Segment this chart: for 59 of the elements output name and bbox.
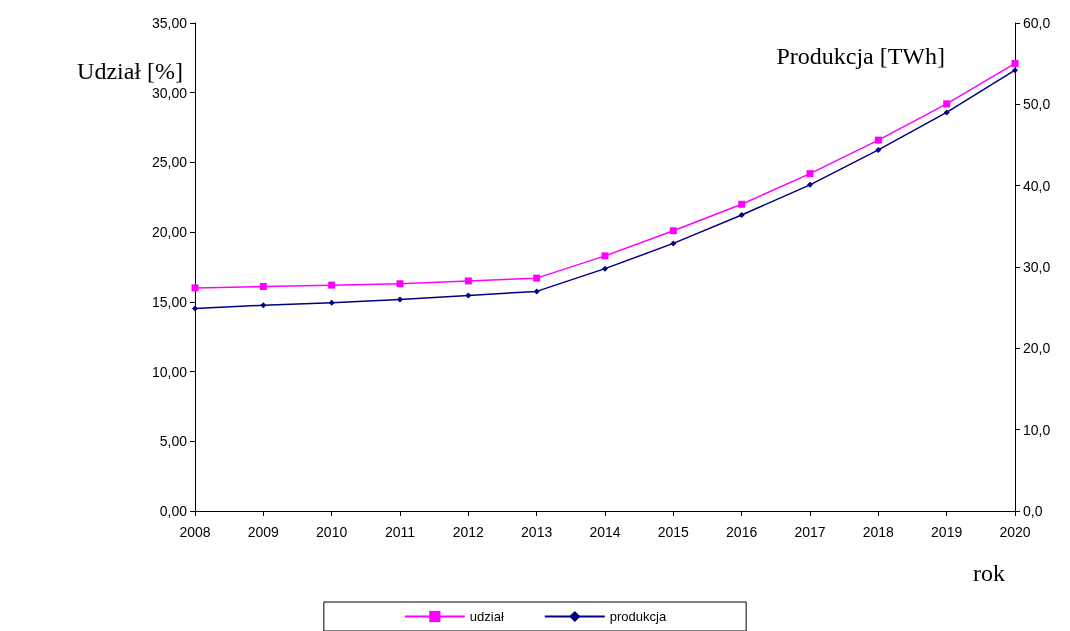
x-tick-label: 2015 [657,524,690,540]
point [670,240,677,247]
y-tick-label: 5,00 [159,433,188,450]
point [807,181,813,188]
x-tick-label: 2020 [999,524,1031,540]
y2-tick-label: 30,0 [1023,259,1051,275]
point [533,274,541,282]
legend-label: produkcja [609,609,667,624]
x-tick-label: 2012 [452,524,485,540]
y2-tick-label: 50,0 [1023,96,1051,113]
point [806,170,814,178]
point [875,146,882,153]
point [397,296,403,303]
legend-label: udział [469,609,504,624]
y2-tick-label: 40,0 [1023,177,1051,194]
y2-axis-title: Produkcja [TWh] [776,43,945,69]
y-tick-label: 25,00 [151,154,188,171]
x-axis-title: rok [973,560,1005,586]
x-tick-label: 2011 [384,524,416,540]
y2-tick-label: 10,0 [1023,421,1051,438]
point [602,265,608,272]
x-tick-label: 2010 [316,524,348,540]
y-tick-label: 35,00 [151,15,188,31]
point [328,299,335,306]
y-axis-title: Udział [%] [77,58,183,84]
x-tick-label: 2019 [931,524,963,540]
x-tick-label: 2017 [794,524,826,540]
y2-tick-label: 0,0 [1023,503,1043,519]
point [669,227,677,235]
point [874,136,882,144]
point [192,305,198,312]
point [1011,59,1019,67]
point [533,288,540,295]
point [601,252,609,260]
x-tick-label: 2009 [247,524,280,540]
y-tick-label: 15,00 [151,293,188,310]
x-tick-label: 2018 [862,524,895,540]
point [464,277,472,285]
point [260,302,267,309]
x-tick-label: 2014 [589,524,621,540]
point [328,281,336,289]
point [191,284,199,292]
x-tick-label: 2016 [726,524,758,540]
point [738,211,745,218]
y-tick-label: 0,00 [159,503,188,519]
y-tick-label: 10,00 [151,363,188,380]
y-tick-label: 30,00 [151,84,188,101]
y2-tick-label: 60,0 [1023,15,1051,31]
y2-tick-label: 20,0 [1023,340,1051,357]
point [1012,67,1018,74]
point [943,109,950,116]
x-tick-label: 2013 [521,524,553,540]
point [943,100,951,108]
x-tick-label: 2008 [179,524,211,540]
point [259,283,267,291]
point [396,280,404,288]
y-tick-label: 20,00 [151,224,188,241]
point [465,292,472,299]
point [738,200,746,208]
